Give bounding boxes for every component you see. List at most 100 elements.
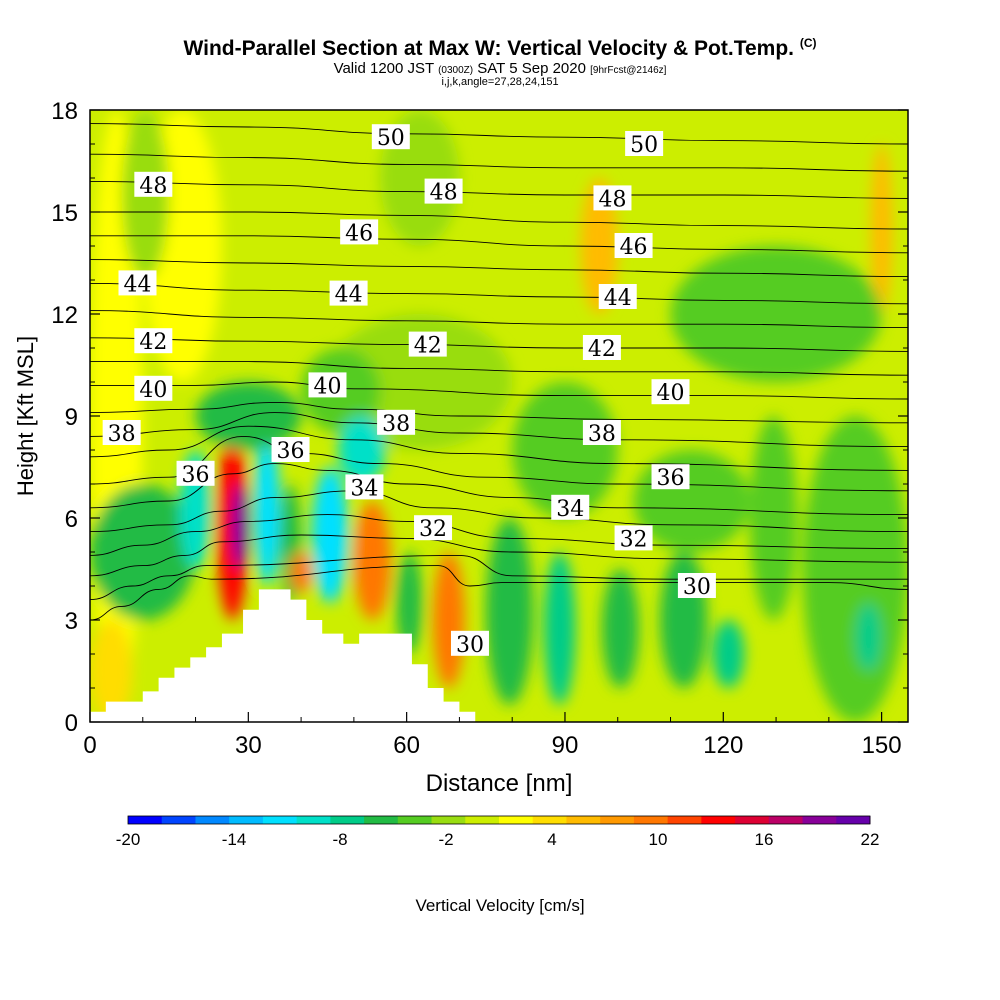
isentrope-label: 38 <box>588 422 616 447</box>
title-text: Wind-Parallel Section at Max W: Vertical… <box>183 37 794 60</box>
colorbar-tick-label: 10 <box>649 830 668 849</box>
colorbar-swatch <box>532 816 567 824</box>
colorbar-tick-label: 22 <box>861 830 880 849</box>
isentrope-label-box <box>414 515 453 541</box>
colorbar-swatch <box>566 816 601 824</box>
colorbar-swatch <box>296 816 331 824</box>
isentrope-line <box>90 259 908 278</box>
colorbar-swatch <box>128 816 163 824</box>
isentrope-label-box <box>677 573 716 598</box>
y-tick-label: 9 <box>65 404 78 431</box>
isentrope-label: 48 <box>430 181 458 206</box>
subtitle-date: SAT 5 Sep 2020 <box>477 60 586 77</box>
isentrope-label: 30 <box>683 575 711 600</box>
isentrope-label-box <box>345 474 384 500</box>
isentrope-label: 38 <box>108 422 136 447</box>
colorbar-swatch <box>836 816 871 824</box>
isentrope-label-box <box>134 375 173 401</box>
isentrope-label-box <box>308 372 347 398</box>
isentrope-label: 50 <box>377 126 405 151</box>
isentrope-line <box>90 211 908 230</box>
isentrope-line <box>90 282 908 305</box>
isentrope-label: 30 <box>456 633 484 658</box>
velocity-cell <box>90 484 196 620</box>
colorbar-swatch <box>735 816 770 824</box>
velocity-cell <box>512 382 618 518</box>
isentrope-line <box>90 425 908 471</box>
subtitle-utc: (0300Z) <box>438 65 474 76</box>
isentrope-label-box <box>134 328 173 354</box>
velocity-cell <box>712 620 745 688</box>
chart-params: i,j,k,angle=27,28,24,151 <box>441 76 559 88</box>
x-tick-label: 0 <box>83 732 96 759</box>
isentrope-label-box <box>598 284 637 309</box>
subtitle-valid: Valid 1200 JST <box>333 60 434 77</box>
velocity-cell <box>311 467 349 603</box>
isentrope-label-box <box>134 171 173 197</box>
y-tick-label: 15 <box>51 200 78 227</box>
isentrope-label: 40 <box>657 381 685 406</box>
isentrope-label: 44 <box>335 283 363 308</box>
colorbar-swatch <box>667 816 702 824</box>
isentrope-label: 40 <box>313 374 341 399</box>
isentrope-label-box <box>371 124 410 150</box>
isentrope-label: 42 <box>139 330 167 355</box>
isentrope-lines <box>90 123 908 621</box>
colorbar-tick-label: -20 <box>116 830 141 849</box>
isentrope-label-box <box>582 335 621 360</box>
x-tick-label: 150 <box>862 732 902 759</box>
velocity-cell <box>749 416 798 620</box>
colorbar-swatch <box>397 816 433 824</box>
colorbar-tick-label: 4 <box>547 830 556 849</box>
velocity-cell <box>90 620 133 722</box>
velocity-cell <box>290 552 312 593</box>
colorbar-swatch <box>161 816 196 824</box>
isentrope-label-box <box>551 494 590 520</box>
isentrope-label: 32 <box>620 527 648 552</box>
isentrope-line <box>90 490 908 533</box>
terrain-shape <box>90 589 476 722</box>
colorbar-swatch <box>768 816 804 824</box>
isentrope-label-box <box>340 219 379 245</box>
velocity-cell <box>601 569 639 688</box>
terrain-mask <box>90 589 476 722</box>
isentrope-label: 50 <box>630 133 658 158</box>
velocity-field <box>90 110 908 722</box>
velocity-cell <box>433 552 465 688</box>
y-tick-label: 12 <box>51 302 78 329</box>
velocity-cell <box>855 603 882 671</box>
isentrope-label: 34 <box>350 476 378 501</box>
isentrope-line <box>90 180 908 199</box>
isentrope-line <box>90 123 908 145</box>
velocity-cell <box>232 484 249 569</box>
subtitle-forecast: [9hrFcst@2146z] <box>590 65 667 76</box>
colorbar-tick-label: -8 <box>332 830 347 849</box>
colorbar-swatch <box>195 816 230 824</box>
colorbar: -20 -14 -8 -2 4 10 16 22 <box>116 815 880 849</box>
isentrope-label-box <box>614 525 653 551</box>
colorbar-tick-label: -2 <box>438 830 453 849</box>
velocity-cell <box>338 416 386 484</box>
isentrope-label: 38 <box>382 412 410 437</box>
colorbar-swatch <box>262 816 298 824</box>
colorbar-swatch <box>633 816 669 824</box>
y-tick-label: 18 <box>51 98 78 125</box>
colorbar-swatch <box>600 816 635 824</box>
isentrope-line <box>90 235 908 254</box>
x-tick-label: 60 <box>393 732 420 759</box>
isentrope-label: 36 <box>277 439 305 464</box>
velocity-cell <box>353 501 391 620</box>
isentrope-label-box <box>102 420 141 445</box>
colorbar-swatch <box>465 816 500 824</box>
isentrope-label-box <box>329 280 368 306</box>
x-tick-label: 90 <box>552 732 579 759</box>
title-unit: (C) <box>799 36 817 50</box>
colorbar-swatch <box>701 816 736 824</box>
colorbar-swatch <box>364 816 399 824</box>
colorbar-swatch <box>499 816 534 824</box>
isentrope-label: 40 <box>139 378 167 403</box>
velocity-cell <box>670 246 882 382</box>
isentrope-label: 48 <box>139 174 167 199</box>
colorbar-frame <box>127 815 871 825</box>
